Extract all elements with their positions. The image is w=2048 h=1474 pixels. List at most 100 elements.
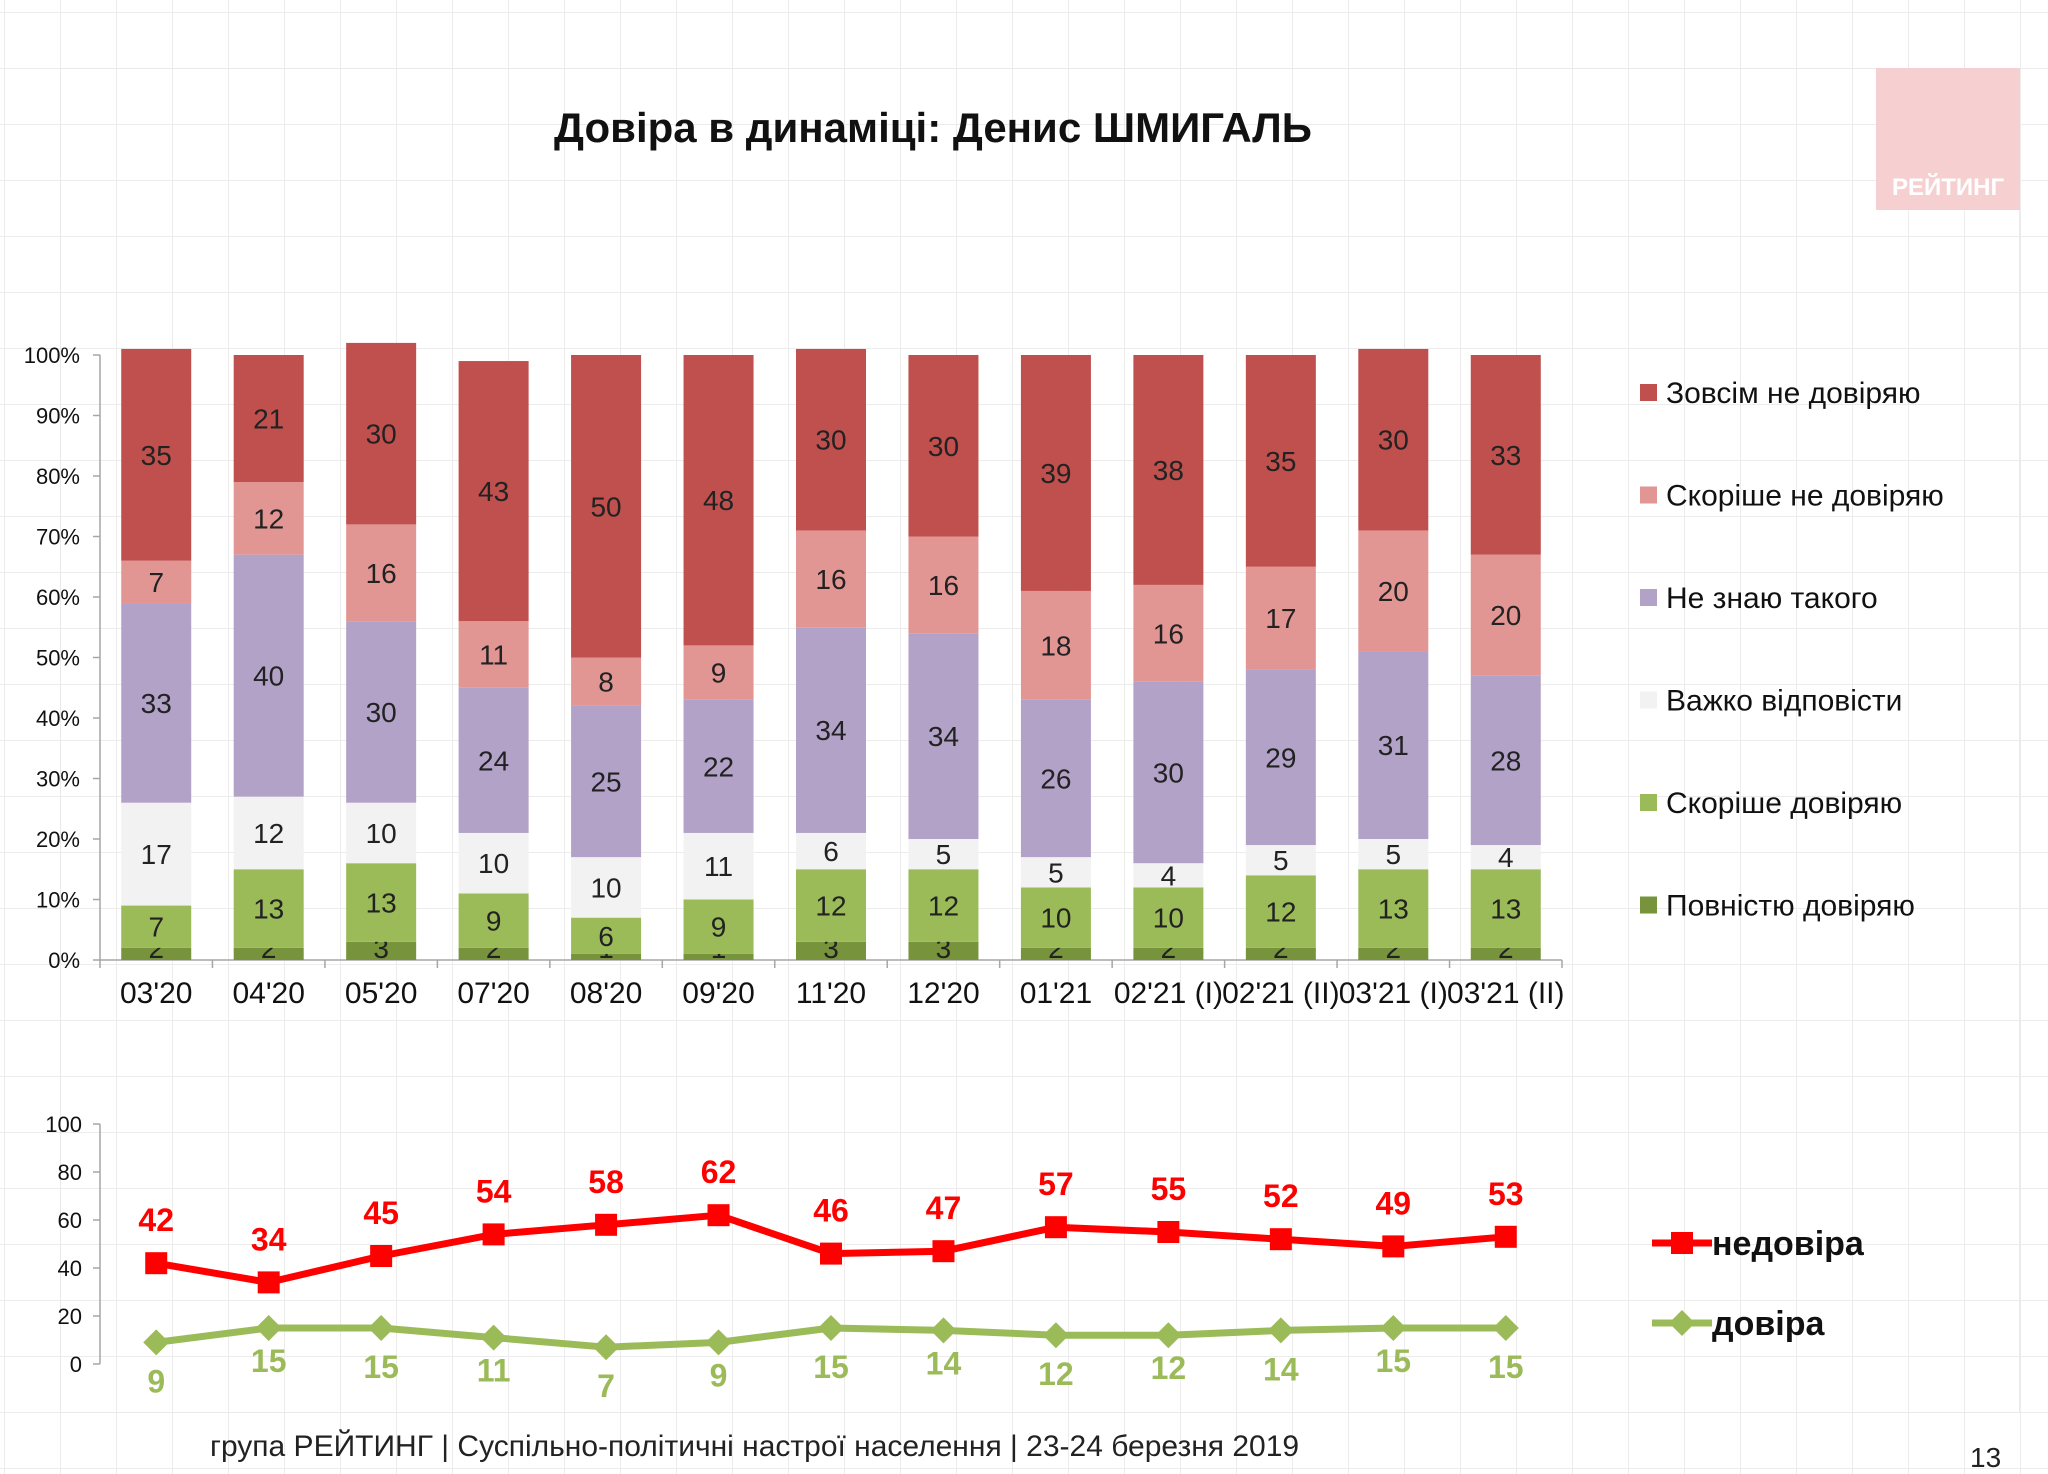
line-point-marker (1155, 1322, 1182, 1349)
bar-legend-label: Скоріше не довіряю (1666, 480, 1944, 513)
bar-segment (571, 355, 642, 658)
bar-data-label: 35 (1265, 446, 1296, 477)
bar-y-tick-label: 70% (36, 525, 80, 550)
line-point-marker (1494, 1225, 1517, 1248)
bar-data-label: 16 (1153, 618, 1184, 649)
bar-x-tick-label: 02'21 (II) (1222, 977, 1339, 1010)
line-legend-label: недовіра (1712, 1225, 1865, 1263)
bar-data-label: 13 (1378, 894, 1409, 925)
line-point-marker (595, 1213, 618, 1236)
bar-data-label: 24 (478, 745, 509, 776)
bar-segment (1358, 839, 1429, 870)
bar-segment (796, 348, 866, 531)
bar-data-label: 5 (1386, 839, 1402, 870)
line-data-label: 15 (1488, 1349, 1524, 1385)
bar-segment (1020, 857, 1091, 888)
bar-segment (908, 633, 979, 839)
bar-data-label: 8 (598, 667, 614, 698)
bar-data-label: 30 (1153, 757, 1184, 788)
bar-segment (908, 355, 979, 537)
line-data-label: 9 (710, 1357, 728, 1393)
bar-x-tick-label: 12'20 (907, 977, 979, 1010)
bar-x-tick-label: 03'21 (I) (1339, 977, 1448, 1010)
bar-segment (908, 536, 979, 634)
bar-data-label: 17 (141, 839, 172, 870)
line-y-tick-label: 100 (45, 1112, 82, 1137)
rating-logo: РЕЙТИНГ (1876, 68, 2020, 210)
line-data-label: 47 (926, 1190, 962, 1226)
line-point-marker (370, 1245, 393, 1267)
bar-segment (121, 348, 192, 561)
bar-data-label: 30 (366, 419, 397, 450)
bar-data-label: 10 (1153, 903, 1184, 934)
bar-data-label: 33 (1490, 440, 1521, 471)
line-point-marker (1042, 1322, 1069, 1349)
line-data-label: 62 (701, 1154, 737, 1190)
bar-data-label: 43 (478, 476, 509, 507)
bar-segment (1020, 699, 1091, 858)
bar-legend-swatch (1640, 589, 1657, 606)
bar-data-label: 12 (253, 818, 284, 849)
bar-data-label: 16 (366, 558, 397, 589)
bar-x-tick-label: 08'20 (570, 977, 642, 1010)
bar-x-tick-label: 04'20 (232, 977, 304, 1010)
bar-data-label: 20 (1378, 576, 1409, 607)
bar-segment (683, 899, 754, 954)
bar-data-label: 11 (704, 851, 733, 882)
bar-segment (1470, 675, 1541, 846)
bar-data-label: 5 (1273, 845, 1289, 876)
line-legend-label: довіра (1712, 1305, 1825, 1343)
bar-data-label: 10 (590, 872, 621, 903)
bar-segment (346, 342, 417, 525)
bar-segment (233, 796, 304, 870)
line-point-marker (705, 1329, 732, 1356)
bar-segment (1245, 947, 1316, 960)
bar-y-tick-label: 80% (36, 464, 80, 489)
bar-data-label: 9 (711, 912, 727, 943)
bar-segment (346, 802, 417, 864)
line-point-marker (1380, 1315, 1407, 1341)
line-data-label: 11 (477, 1353, 511, 1389)
line-point-marker (145, 1252, 168, 1275)
bar-data-label: 10 (478, 848, 509, 879)
bar-x-tick-label: 05'20 (345, 977, 417, 1010)
bar-data-label: 38 (1153, 455, 1184, 486)
bar-legend-label: Скоріше довіряю (1666, 787, 1902, 820)
bar-data-label: 33 (141, 688, 172, 719)
bar-segment (458, 947, 529, 960)
bar-data-label: 31 (1378, 730, 1409, 761)
line-data-label: 15 (251, 1343, 287, 1379)
bar-segment (1020, 590, 1091, 700)
bar-data-label: 30 (815, 425, 846, 456)
line-data-label: 34 (251, 1221, 287, 1257)
line-point-marker (1269, 1228, 1292, 1251)
bar-data-label: 13 (366, 888, 397, 919)
bar-segment (683, 699, 754, 833)
bar-segment (796, 832, 866, 870)
bar-data-label: 7 (148, 912, 164, 943)
slide-frame (60, 68, 2020, 1413)
bar-legend-swatch (1640, 896, 1657, 914)
bar-data-label: 28 (1490, 745, 1521, 776)
bar-segment (1245, 875, 1316, 948)
line-data-label: 14 (1263, 1351, 1299, 1387)
bar-segment (1470, 947, 1541, 960)
chart-title: Довіра в динаміці: Денис ШМИГАЛЬ (554, 104, 1312, 151)
bar-legend-label: Повністю довіряю (1666, 890, 1915, 923)
bar-data-label: 20 (1490, 600, 1521, 631)
bar-data-label: 16 (815, 564, 846, 595)
bar-data-label: 34 (815, 715, 846, 746)
bar-legend-swatch (1640, 384, 1657, 401)
bar-data-label: 25 (590, 767, 621, 798)
line-point-marker (1382, 1235, 1405, 1258)
bar-x-tick-label: 07'20 (457, 977, 529, 1010)
bar-segment (121, 905, 192, 948)
bar-y-tick-label: 10% (36, 888, 80, 913)
bar-data-label: 10 (1040, 903, 1071, 934)
bar-segment (1245, 845, 1316, 876)
bar-data-label: 21 (253, 404, 284, 435)
bar-segment (796, 941, 866, 960)
bar-segment (908, 869, 979, 942)
line-data-label: 49 (1376, 1185, 1412, 1221)
